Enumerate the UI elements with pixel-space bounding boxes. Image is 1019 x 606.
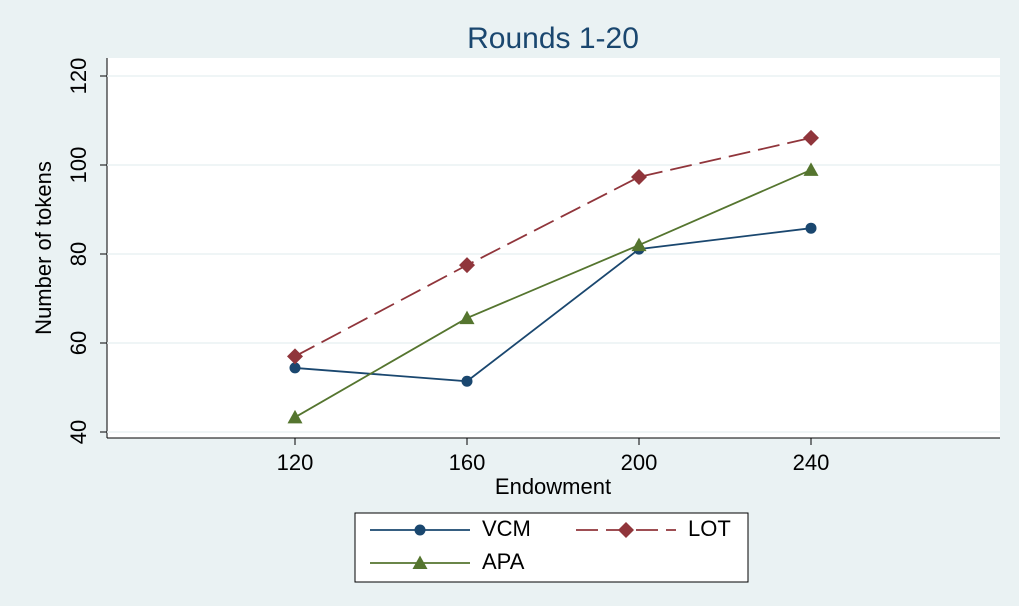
series-line xyxy=(294,227,812,383)
point xyxy=(631,169,647,186)
x-tick-label: 200 xyxy=(621,450,658,475)
point xyxy=(461,375,473,387)
point xyxy=(459,310,475,325)
point xyxy=(803,129,819,146)
legend-label: LOT xyxy=(688,516,731,541)
legend xyxy=(354,512,749,583)
point xyxy=(287,348,303,365)
series-line xyxy=(294,169,812,419)
y-tick-label: 80 xyxy=(66,242,91,266)
y-axis-title: Number of tokens xyxy=(31,161,56,335)
series-line xyxy=(294,136,812,358)
point xyxy=(803,162,819,176)
point xyxy=(459,257,475,274)
y-tick-label: 40 xyxy=(66,420,91,444)
legend-marker xyxy=(618,522,634,538)
legend-label: APA xyxy=(482,549,525,574)
plot-area xyxy=(107,58,1000,438)
point xyxy=(287,409,303,424)
point xyxy=(289,362,301,374)
chart-title: Rounds 1-20 xyxy=(467,22,639,55)
y-tick-label: 120 xyxy=(66,58,91,95)
y-tick-label: 60 xyxy=(66,331,91,355)
x-tick-label: 120 xyxy=(277,450,314,475)
x-tick-label: 160 xyxy=(449,450,486,475)
x-axis-title: Endowment xyxy=(495,474,611,499)
point xyxy=(805,222,817,234)
legend-marker xyxy=(412,555,428,569)
legend-marker xyxy=(414,524,426,536)
x-tick-label: 240 xyxy=(793,450,830,475)
legend-label: VCM xyxy=(482,516,531,541)
y-tick-label: 100 xyxy=(66,147,91,184)
point xyxy=(631,237,647,252)
